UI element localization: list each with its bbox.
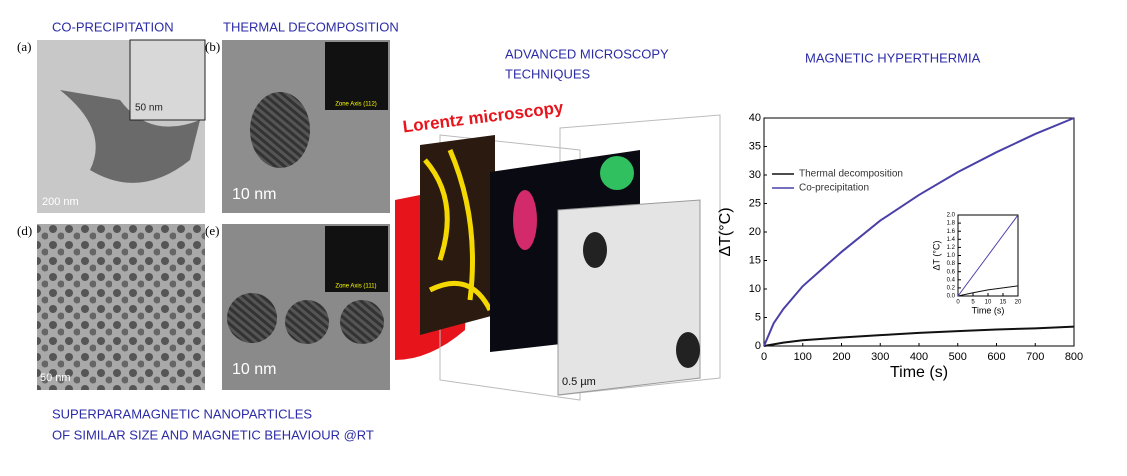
heading: CO-PRECIPITATION — [52, 19, 174, 34]
y-tick-label: 1.0 — [947, 253, 956, 259]
y-tick-label: 0.8 — [947, 261, 956, 267]
domains — [423, 149, 493, 312]
y-tick-label: 5 — [755, 311, 761, 323]
y-tick-label: 0.0 — [947, 294, 956, 300]
series-line — [763, 117, 1075, 347]
tem-image — [557, 199, 701, 396]
y-tick-label: 35 — [749, 140, 761, 152]
y-tick-label: 1.4 — [947, 237, 956, 243]
series-line — [763, 325, 1075, 347]
y-tick-label: 1.8 — [947, 221, 956, 227]
heading: THERMAL DECOMPOSITION — [223, 19, 399, 34]
x-tick-label: 15 — [1000, 300, 1007, 306]
x-tick-label: 10 — [985, 300, 992, 306]
panel-label: (a) — [17, 39, 31, 54]
y-tick-label: 1.2 — [947, 245, 956, 251]
y-tick-label: 2.0 — [947, 213, 956, 219]
x-tick-label: 0 — [956, 300, 960, 306]
y-axis-label: ΔT (°C) — [931, 241, 941, 271]
fft-inset — [325, 226, 388, 292]
plot-area — [763, 117, 1075, 347]
x-tick-label: 500 — [949, 351, 967, 363]
color-wheel — [600, 156, 634, 190]
y-axis-label: ΔT(°C) — [717, 207, 734, 256]
particle — [250, 92, 310, 168]
heading: ADVANCED MICROSCOPY — [505, 46, 669, 61]
x-axis-label: Time (s) — [890, 364, 948, 381]
y-tick-label: 0.4 — [947, 277, 956, 283]
scale-label: 10 nm — [232, 361, 276, 378]
scale-label: 50 nm — [40, 372, 71, 384]
particle — [340, 300, 384, 344]
heading: TECHNIQUES — [505, 66, 591, 81]
particle — [285, 300, 329, 344]
domain — [513, 190, 537, 250]
x-tick-label: 20 — [1015, 300, 1022, 306]
particles — [60, 90, 200, 183]
y-tick-label: 15 — [749, 254, 761, 266]
scale-label: 10 nm — [232, 186, 276, 203]
series-line — [957, 214, 1019, 297]
x-tick-label: 5 — [971, 300, 975, 306]
panel-label: (d) — [17, 223, 32, 238]
zone-label: Zone Axis (111) — [335, 284, 376, 290]
y-tick-label: 1.6 — [947, 229, 956, 235]
x-tick-label: 800 — [1065, 351, 1083, 363]
panel-label: (b) — [205, 39, 220, 54]
y-tick-label: 40 — [749, 112, 761, 124]
x-tick-label: 600 — [987, 351, 1005, 363]
lorentz-title: Lorentz microscopy — [402, 98, 565, 137]
x-tick-label: 300 — [871, 351, 889, 363]
y-tick-label: 0 — [755, 340, 761, 352]
y-tick-label: 20 — [749, 226, 761, 238]
x-tick-label: 100 — [794, 351, 812, 363]
scale-label: 0.5 µm — [562, 376, 596, 388]
series-line — [957, 285, 1019, 297]
inset-image — [129, 39, 206, 121]
tem-image — [37, 224, 205, 390]
x-tick-label: 0 — [761, 351, 767, 363]
x-tick-label: 400 — [910, 351, 928, 363]
x-axis-label: Time (s) — [972, 305, 1005, 315]
particle — [583, 232, 607, 268]
particle — [676, 332, 700, 368]
y-tick-label: 0.2 — [947, 285, 956, 291]
scale-label: 50 nm — [135, 103, 163, 114]
panel-label: (e) — [205, 223, 219, 238]
footer: OF SIMILAR SIZE AND MAGNETIC BEHAVIOUR @… — [52, 427, 374, 442]
x-tick-label: 700 — [1026, 351, 1044, 363]
x-tick-label: 200 — [832, 351, 850, 363]
y-tick-label: 10 — [749, 283, 761, 295]
particle — [227, 293, 277, 343]
y-tick-label: 30 — [749, 169, 761, 181]
legend-label: Co-precipitation — [799, 183, 869, 194]
heading: MAGNETIC HYPERTHERMIA — [805, 50, 981, 65]
fft-inset — [325, 42, 388, 110]
y-tick-label: 0.6 — [947, 269, 956, 275]
legend-label: Thermal decomposition — [799, 169, 903, 180]
scale-label: 200 nm — [42, 196, 79, 208]
footer: SUPERPARAMAGNETIC NANOPARTICLES — [52, 406, 312, 421]
y-tick-label: 25 — [749, 197, 761, 209]
zone-label: Zone Axis (112) — [335, 102, 377, 108]
